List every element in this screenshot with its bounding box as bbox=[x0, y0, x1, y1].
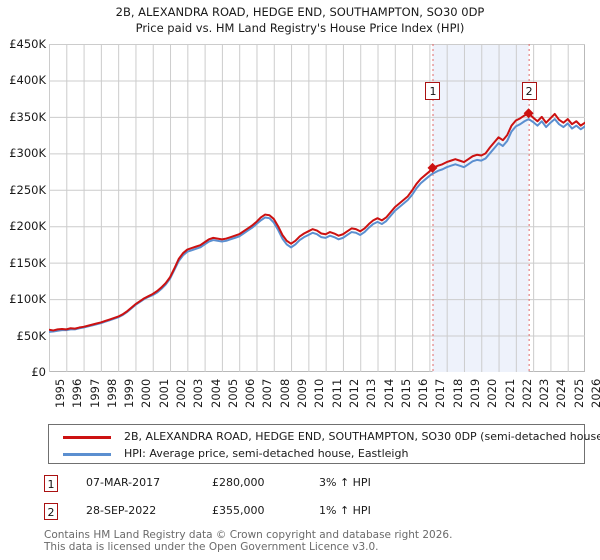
x-axis-tick-label: 2025 bbox=[571, 378, 586, 408]
legend-label: 2B, ALEXANDRA ROAD, HEDGE END, SOUTHAMPT… bbox=[124, 430, 600, 443]
footer-line-1: Contains HM Land Registry data © Crown c… bbox=[44, 529, 453, 541]
x-axis-tick-label: 2012 bbox=[346, 378, 361, 408]
sale-price: £355,000 bbox=[212, 504, 265, 517]
x-axis-tick-label: 2017 bbox=[433, 378, 448, 408]
sale-row: 2 28-SEP-2022 £355,000 1% ↑ HPI bbox=[44, 503, 444, 523]
legend-label: HPI: Average price, semi-detached house,… bbox=[124, 447, 409, 460]
x-axis-tick-label: 2020 bbox=[485, 378, 500, 408]
sale-index-badge: 1 bbox=[44, 475, 58, 492]
y-axis-tick-label: £50K bbox=[16, 328, 47, 343]
x-axis-tick-label: 2010 bbox=[312, 378, 327, 408]
x-axis-tick-label: 2000 bbox=[139, 378, 154, 408]
x-axis-tick-label: 2011 bbox=[329, 378, 344, 408]
x-axis-tick-label: 2023 bbox=[537, 378, 552, 408]
legend-item: 2B, ALEXANDRA ROAD, HEDGE END, SOUTHAMPT… bbox=[49, 428, 600, 447]
sale-row: 1 07-MAR-2017 £280,000 3% ↑ HPI bbox=[44, 475, 444, 495]
x-axis-tick-label: 2015 bbox=[398, 378, 413, 408]
footer-line-2: This data is licensed under the Open Gov… bbox=[44, 541, 379, 553]
x-axis-tick-label: 2004 bbox=[208, 378, 223, 408]
x-axis-tick-label: 1995 bbox=[53, 378, 67, 408]
y-axis-tick-label: £0 bbox=[31, 365, 46, 379]
plot-area bbox=[49, 44, 585, 372]
x-axis-tick-label: 2022 bbox=[519, 378, 534, 408]
plot-callout-marker: 2 bbox=[521, 82, 537, 100]
plot-callout-marker: 1 bbox=[425, 82, 441, 100]
y-axis-tick-label: £300K bbox=[9, 146, 46, 161]
y-axis-tick-label: £450K bbox=[9, 37, 46, 51]
x-axis-tick-label: 2024 bbox=[554, 378, 569, 408]
y-axis-tick-label: £200K bbox=[9, 219, 46, 234]
sale-hpi-delta: 1% ↑ HPI bbox=[319, 504, 371, 517]
x-axis-tick-label: 2005 bbox=[225, 378, 240, 408]
sale-price: £280,000 bbox=[212, 476, 265, 489]
legend-item: HPI: Average price, semi-detached house,… bbox=[49, 445, 584, 464]
y-axis-tick-label: £350K bbox=[9, 109, 46, 124]
x-axis-tick-label: 2021 bbox=[502, 378, 517, 408]
x-axis-tick-label: 2014 bbox=[381, 378, 396, 408]
x-axis-tick-label: 2007 bbox=[260, 378, 275, 408]
x-axis-tick-label: 1996 bbox=[70, 378, 85, 408]
x-axis-tick-label: 2013 bbox=[364, 378, 379, 408]
title-line-2: Price paid vs. HM Land Registry's House … bbox=[135, 21, 465, 35]
x-axis-tick-label: 2006 bbox=[243, 378, 258, 408]
x-axis-tick-label: 2026 bbox=[589, 378, 600, 408]
x-axis-tick-label: 2001 bbox=[156, 378, 171, 408]
x-axis-tick-label: 2008 bbox=[277, 378, 292, 408]
x-axis-tick-label: 2016 bbox=[416, 378, 431, 408]
legend-color-swatch bbox=[63, 453, 111, 456]
sale-date: 28-SEP-2022 bbox=[86, 504, 157, 517]
y-axis-tick-label: £100K bbox=[9, 292, 46, 307]
y-axis-tick-label: £400K bbox=[9, 73, 46, 88]
x-axis-tick-label: 1999 bbox=[122, 378, 137, 408]
data-series bbox=[49, 108, 585, 333]
x-axis-tick-label: 2003 bbox=[191, 378, 206, 408]
sale-hpi-delta: 3% ↑ HPI bbox=[319, 476, 371, 489]
x-axis-tick-label: 1997 bbox=[87, 378, 102, 408]
chart-legend: 2B, ALEXANDRA ROAD, HEDGE END, SOUTHAMPT… bbox=[48, 424, 600, 464]
x-axis-tick-label: 2002 bbox=[174, 378, 189, 408]
footer-attribution: Contains HM Land Registry data © Crown c… bbox=[44, 529, 584, 553]
page-title: 2B, ALEXANDRA ROAD, HEDGE END, SOUTHAMPT… bbox=[0, 4, 600, 36]
x-axis-tick-label: 2018 bbox=[450, 378, 465, 408]
legend-color-swatch bbox=[63, 436, 111, 439]
sale-index-badge: 2 bbox=[44, 503, 58, 520]
x-axis-tick-label: 1998 bbox=[104, 378, 119, 408]
x-axis-tick-label: 2009 bbox=[295, 378, 310, 408]
title-line-1: 2B, ALEXANDRA ROAD, HEDGE END, SOUTHAMPT… bbox=[115, 5, 485, 19]
y-axis-tick-label: £150K bbox=[9, 255, 46, 270]
sale-date: 07-MAR-2017 bbox=[86, 476, 161, 489]
x-axis-tick-label: 2019 bbox=[467, 378, 482, 408]
y-axis-tick-label: £250K bbox=[9, 182, 46, 197]
